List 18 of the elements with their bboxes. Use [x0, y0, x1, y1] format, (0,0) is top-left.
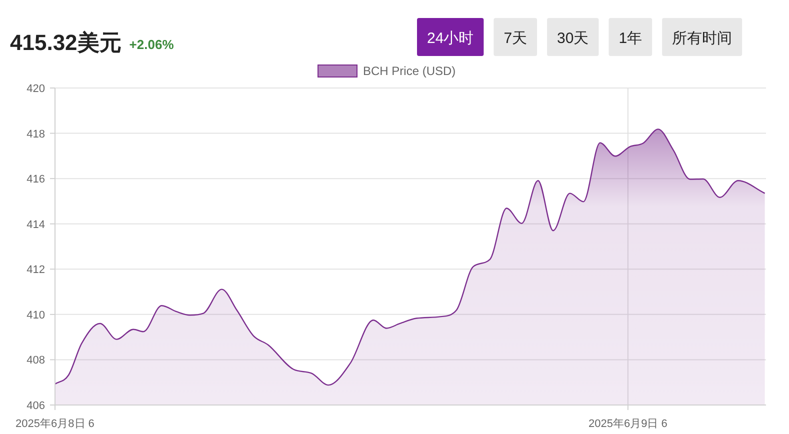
y-tick-label: 418: [26, 128, 45, 140]
text: 所有时间: [672, 30, 732, 47]
y-tick-label: 414: [26, 218, 45, 231]
text: 24小时: [427, 30, 474, 47]
chart-subtitle: +2.06%: [129, 37, 174, 52]
y-tick-label: 410: [26, 309, 45, 322]
y-tick-label: 406: [26, 400, 45, 412]
x-tick-label: 2025年6月8日 6: [16, 418, 94, 430]
chart-title: 415.32美元: [10, 30, 122, 55]
y-tick-label: 416: [26, 174, 45, 186]
y-tick-label: 420: [26, 83, 45, 95]
y-tick-label: 412: [26, 264, 45, 276]
legend-label: BCH Price (USD): [363, 64, 456, 78]
text: 30天: [557, 30, 589, 47]
text: 1年: [618, 30, 642, 47]
y-tick-label: 408: [26, 354, 45, 367]
text: 7天: [504, 30, 528, 47]
x-tick-label: 2025年6月9日 6: [588, 418, 668, 430]
